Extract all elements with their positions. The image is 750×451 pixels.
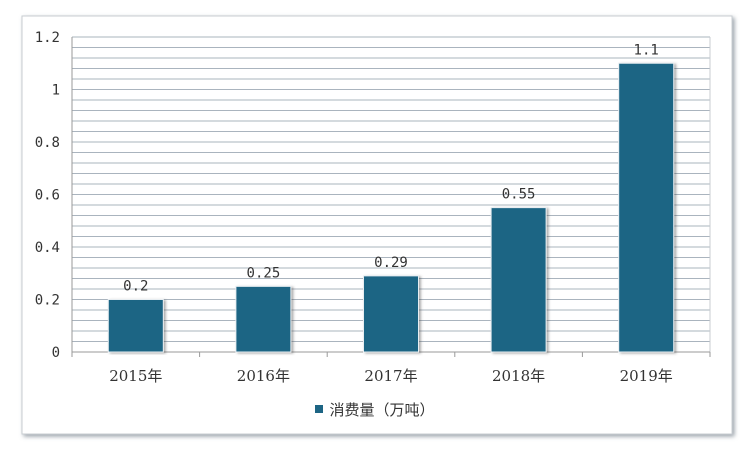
y-tick-label: 0	[52, 345, 60, 361]
bar	[235, 285, 292, 353]
data-label: 0.29	[374, 255, 408, 271]
bar	[363, 275, 419, 353]
legend-label: 消费量（万吨）	[329, 400, 435, 419]
bar	[107, 299, 164, 353]
y-tick-label: 1	[52, 83, 60, 99]
plot-area: 0 0.2 0.4 0.6 0.8 1 1.2 0.2 2015年 0.25 2016年 0.29 20…	[35, 30, 711, 385]
y-tick-label: 0.4	[35, 240, 60, 256]
bar	[490, 207, 547, 353]
y-tick-label: 0.2	[35, 293, 60, 309]
data-label: 0.55	[502, 187, 536, 203]
y-tick-label: 1.2	[35, 30, 60, 46]
x-tick-label: 2017年	[364, 367, 417, 385]
data-label: 0.25	[247, 265, 281, 281]
x-tick-label: 2018年	[492, 367, 545, 385]
legend-swatch	[315, 405, 324, 413]
y-tick-label: 0.6	[35, 188, 60, 204]
x-tick-label: 2016年	[237, 367, 290, 385]
bar	[618, 62, 675, 353]
legend: 消费量（万吨）	[0, 398, 750, 420]
data-label: 1.1	[634, 42, 659, 58]
y-tick-label: 0.8	[35, 135, 60, 151]
x-tick-label: 2015年	[109, 367, 162, 385]
x-tick-label: 2019年	[620, 367, 673, 385]
data-label: 0.2	[123, 279, 148, 295]
